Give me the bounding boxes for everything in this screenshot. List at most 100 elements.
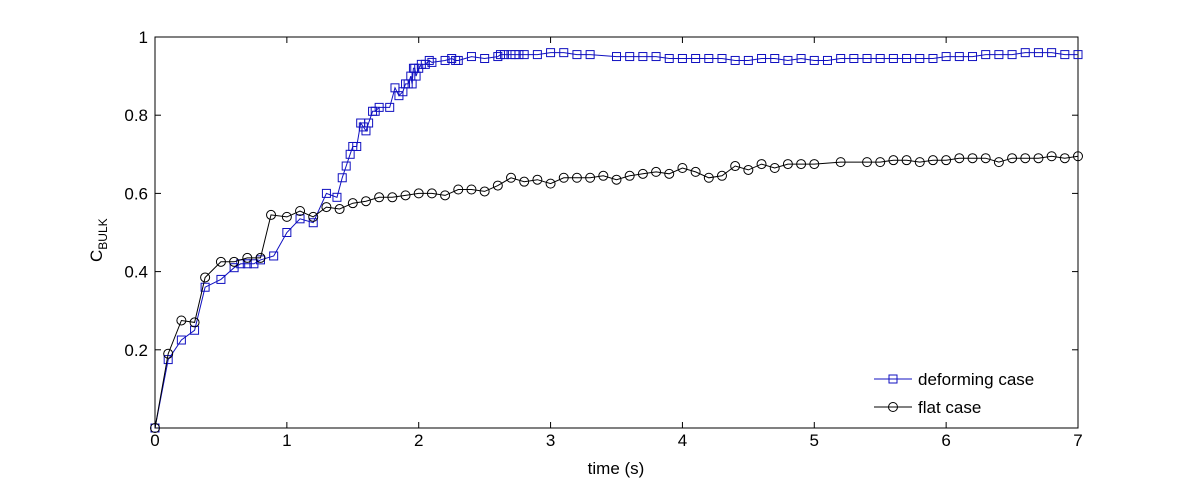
y-axis-label: CBULK bbox=[87, 218, 110, 262]
data-point-square bbox=[677, 54, 687, 64]
y-tick-label: 1 bbox=[139, 28, 148, 47]
data-point-square bbox=[1047, 48, 1057, 58]
data-point-square bbox=[730, 55, 740, 65]
data-point-circle bbox=[492, 180, 503, 191]
data-point-square bbox=[374, 102, 384, 112]
data-point-circle bbox=[453, 184, 464, 195]
data-point-square bbox=[1020, 48, 1030, 58]
x-tick-label: 5 bbox=[810, 431, 819, 450]
data-point-circle bbox=[506, 172, 517, 183]
data-point-square bbox=[862, 54, 872, 64]
data-point-circle bbox=[743, 164, 754, 175]
data-point-circle bbox=[624, 170, 635, 181]
data-point-circle bbox=[862, 157, 873, 168]
data-point-circle bbox=[176, 315, 187, 326]
data-point-circle bbox=[440, 190, 451, 201]
data-point-square bbox=[572, 50, 582, 60]
series-layer bbox=[150, 48, 1083, 433]
data-point-square bbox=[532, 50, 542, 60]
y-tick-label: 0.4 bbox=[124, 263, 148, 282]
data-point-circle bbox=[321, 202, 332, 213]
data-point-square bbox=[915, 54, 925, 64]
data-point-circle bbox=[901, 155, 912, 166]
data-point-square bbox=[968, 52, 978, 62]
data-point-square bbox=[282, 228, 292, 237]
legend-marker-square-icon bbox=[888, 374, 898, 384]
y-tick-label: 0.6 bbox=[124, 184, 148, 203]
data-point-square bbox=[585, 50, 595, 60]
data-point-circle bbox=[611, 174, 622, 185]
data-point-circle bbox=[308, 211, 319, 222]
data-point-circle bbox=[150, 423, 160, 433]
data-point-circle bbox=[242, 252, 253, 263]
y-axis-label-main: C bbox=[87, 250, 106, 262]
data-point-square bbox=[638, 52, 648, 62]
x-tick-label: 1 bbox=[282, 431, 291, 450]
data-point-circle bbox=[295, 205, 306, 216]
data-point-square bbox=[546, 48, 556, 58]
data-point-square bbox=[875, 54, 885, 64]
data-point-square bbox=[770, 54, 780, 64]
data-point-circle bbox=[927, 155, 938, 166]
data-point-circle bbox=[598, 170, 609, 181]
data-point-square bbox=[757, 54, 767, 64]
data-point-square bbox=[664, 54, 674, 64]
data-point-circle bbox=[532, 174, 543, 185]
data-point-circle bbox=[809, 159, 820, 170]
data-point-square bbox=[190, 325, 200, 335]
data-point-square bbox=[625, 52, 635, 62]
data-point-square bbox=[480, 54, 490, 64]
data-point-circle bbox=[835, 157, 846, 168]
data-point-square bbox=[453, 55, 463, 65]
data-point-circle bbox=[888, 155, 899, 166]
data-point-square bbox=[1033, 48, 1043, 58]
data-point-circle bbox=[782, 159, 793, 170]
data-point-circle bbox=[769, 162, 780, 173]
data-point-square bbox=[1073, 50, 1083, 60]
data-point-circle bbox=[545, 178, 556, 189]
data-point-circle bbox=[796, 159, 807, 170]
data-point-square bbox=[836, 54, 846, 64]
data-point-square bbox=[941, 52, 951, 62]
data-point-square bbox=[1060, 50, 1070, 60]
x-tick-label: 4 bbox=[678, 431, 687, 450]
data-point-circle bbox=[281, 211, 292, 222]
data-point-circle bbox=[229, 256, 240, 267]
data-point-circle bbox=[1073, 151, 1083, 162]
y-tick-label: 0.8 bbox=[124, 106, 148, 125]
data-point-square bbox=[651, 52, 661, 62]
legend-label-flat: flat case bbox=[918, 398, 981, 417]
data-point-circle bbox=[200, 272, 211, 283]
legend-marker-circle-icon bbox=[888, 402, 898, 412]
data-point-circle bbox=[466, 184, 477, 195]
y-axis: 0.2 0.4 0.6 0.8 1 bbox=[124, 28, 1078, 360]
data-point-square bbox=[704, 54, 714, 64]
data-point-square bbox=[337, 173, 347, 183]
data-point-square bbox=[981, 50, 991, 60]
data-point-square bbox=[994, 50, 1004, 60]
data-point-circle bbox=[967, 153, 978, 164]
data-point-square bbox=[514, 50, 524, 60]
data-point-square bbox=[796, 54, 806, 64]
data-point-circle bbox=[941, 155, 952, 166]
data-point-square bbox=[352, 141, 362, 151]
data-point-circle bbox=[703, 172, 714, 183]
data-point-square bbox=[612, 52, 621, 62]
data-point-square bbox=[691, 54, 701, 64]
data-point-square bbox=[783, 55, 793, 65]
data-point-circle bbox=[585, 172, 596, 183]
x-tick-label: 3 bbox=[546, 431, 555, 450]
data-point-circle bbox=[677, 162, 688, 173]
data-point-square bbox=[424, 55, 434, 65]
data-point-circle bbox=[571, 172, 582, 183]
data-point-square bbox=[364, 118, 374, 128]
series-flat-case bbox=[150, 151, 1083, 433]
data-point-circle bbox=[637, 168, 648, 179]
data-point-circle bbox=[387, 192, 398, 203]
data-point-circle bbox=[558, 172, 569, 183]
legend-label-deforming: deforming case bbox=[918, 370, 1034, 389]
data-point-circle bbox=[266, 209, 277, 220]
legend: deforming case flat case bbox=[874, 370, 1034, 417]
data-point-circle bbox=[664, 168, 675, 179]
